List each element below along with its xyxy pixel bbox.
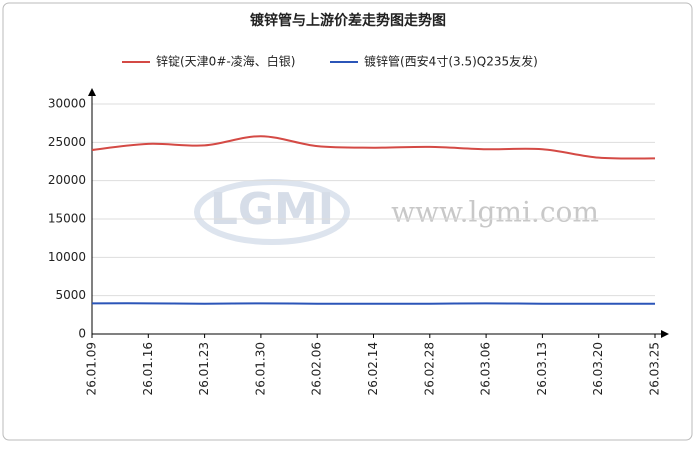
- y-tick-label: 15000: [48, 212, 86, 226]
- y-tick-label: 30000: [48, 97, 86, 111]
- x-tick-label: 26.01.09: [85, 342, 99, 395]
- y-tick-label: 0: [78, 327, 86, 341]
- legend-label: 镀锌管(西安4寸(3.5)Q235友发): [364, 54, 538, 69]
- x-tick-label: 26.02.06: [310, 342, 324, 395]
- y-tick-label: 10000: [48, 250, 86, 264]
- x-tick-label: 26.03.25: [648, 342, 662, 395]
- x-tick-label: 26.03.06: [479, 342, 493, 395]
- x-tick-label: 26.02.14: [366, 342, 380, 395]
- x-tick-label: 26.02.28: [422, 342, 436, 395]
- legend-label: 锌锭(天津0#-凌海、白银): [156, 54, 295, 69]
- x-tick-label: 26.01.23: [197, 342, 211, 395]
- y-tick-label: 20000: [48, 173, 86, 187]
- watermark: LGMI: [210, 184, 334, 235]
- x-tick-label: 26.01.30: [253, 342, 267, 395]
- x-tick-label: 26.03.13: [535, 342, 549, 395]
- chart-title: 镀锌管与上游价差走势图走势图: [250, 12, 446, 29]
- x-tick-label: 26.03.20: [591, 342, 605, 395]
- y-tick-label: 25000: [48, 135, 86, 149]
- y-tick-label: 5000: [55, 288, 86, 302]
- watermark: www.lgmi.com: [391, 196, 599, 229]
- x-tick-label: 26.01.16: [141, 342, 155, 395]
